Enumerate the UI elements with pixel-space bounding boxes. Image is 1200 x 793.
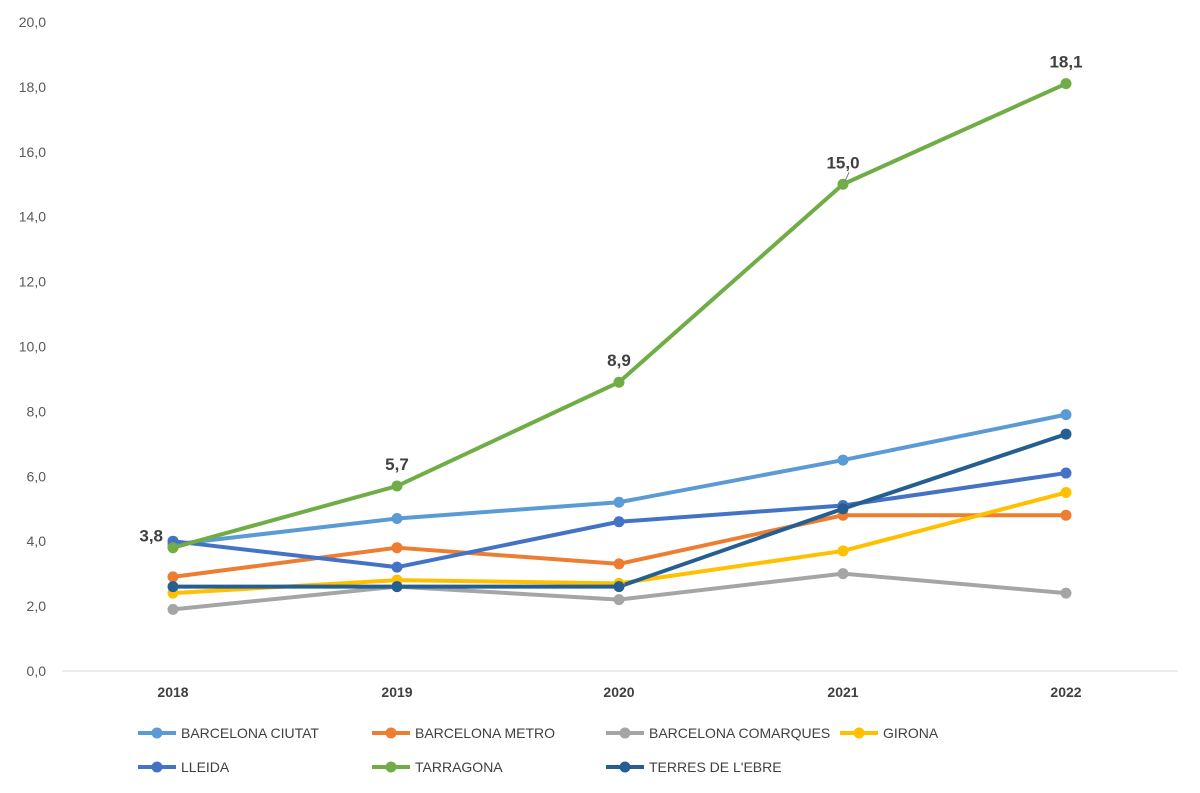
data-point (837, 454, 849, 466)
legend-marker (151, 727, 163, 739)
data-point (837, 503, 849, 515)
data-point (837, 568, 849, 580)
y-tick-label: 2,0 (27, 598, 47, 614)
data-point (613, 496, 625, 508)
legend-marker (853, 727, 865, 739)
data-point (167, 542, 179, 554)
series-points (167, 78, 1072, 615)
data-point (1060, 509, 1072, 521)
y-tick-label: 12,0 (19, 274, 46, 290)
data-point (613, 558, 625, 570)
data-point (391, 542, 403, 554)
data-point (1060, 587, 1072, 599)
data-point (837, 178, 849, 190)
x-tick-label: 2018 (157, 684, 188, 700)
legend-label: BARCELONA METRO (415, 725, 555, 741)
legend-label: BARCELONA COMARQUES (649, 725, 830, 741)
data-point (391, 581, 403, 593)
data-point (837, 545, 849, 557)
y-tick-label: 6,0 (27, 468, 47, 484)
y-tick-label: 8,0 (27, 403, 47, 419)
data-point (1060, 409, 1072, 421)
legend-item: BARCELONA METRO (372, 725, 555, 741)
data-point (613, 594, 625, 606)
x-tick-label: 2021 (827, 684, 858, 700)
legend-marker (619, 727, 631, 739)
legend-label: BARCELONA CIUTAT (181, 725, 319, 741)
legend-marker (151, 761, 163, 773)
legend-item: LLEIDA (138, 759, 230, 775)
legend-label: TERRES DE L'EBRE (649, 759, 782, 775)
y-tick-label: 0,0 (27, 663, 47, 679)
data-label: 15,0 (826, 153, 859, 172)
y-tick-label: 16,0 (19, 144, 46, 160)
data-point (167, 603, 179, 615)
y-tick-label: 4,0 (27, 533, 47, 549)
data-point (167, 571, 179, 583)
y-axis: 0,0 2,0 4,0 6,0 8,0 10,0 12,0 14,0 16,0 18,0 20,0 (19, 14, 46, 679)
data-point (391, 561, 403, 573)
legend-label: LLEIDA (181, 759, 230, 775)
legend-item: TERRES DE L'EBRE (606, 759, 782, 775)
data-point (1060, 487, 1072, 499)
data-point (1060, 78, 1072, 90)
leader-line (844, 172, 850, 182)
legend-marker (619, 761, 631, 773)
series-lines (171, 81, 1068, 612)
legend-item: TARRAGONA (372, 759, 503, 775)
legend-item: GIRONA (840, 725, 939, 741)
legend: BARCELONA CIUTAT BARCELONA METRO BARCELONA… (138, 725, 939, 775)
x-axis: 2018 2019 2020 2021 2022 (157, 684, 1081, 700)
y-tick-label: 20,0 (19, 14, 46, 30)
x-tick-label: 2020 (603, 684, 634, 700)
data-label: 8,9 (607, 351, 631, 370)
data-point (613, 516, 625, 528)
data-point (613, 376, 625, 388)
data-labels: 3,8 5,7 8,9 15,0 18,1 (139, 53, 1082, 546)
legend-item: BARCELONA CIUTAT (138, 725, 319, 741)
data-point (391, 512, 403, 524)
data-point (167, 581, 179, 593)
y-tick-label: 18,0 (19, 79, 46, 95)
legend-item: BARCELONA COMARQUES (606, 725, 830, 741)
y-tick-label: 10,0 (19, 339, 46, 355)
data-point (1060, 428, 1072, 440)
legend-marker (385, 761, 397, 773)
data-label: 3,8 (139, 527, 163, 546)
legend-label: GIRONA (883, 725, 939, 741)
legend-label: TARRAGONA (415, 759, 503, 775)
x-tick-label: 2019 (381, 684, 412, 700)
legend-marker (385, 727, 397, 739)
data-point (391, 480, 403, 492)
data-point (613, 581, 625, 593)
data-label: 18,1 (1049, 53, 1082, 72)
data-label: 5,7 (385, 455, 409, 474)
data-point (1060, 467, 1072, 479)
x-tick-label: 2022 (1050, 684, 1081, 700)
y-tick-label: 14,0 (19, 209, 46, 225)
